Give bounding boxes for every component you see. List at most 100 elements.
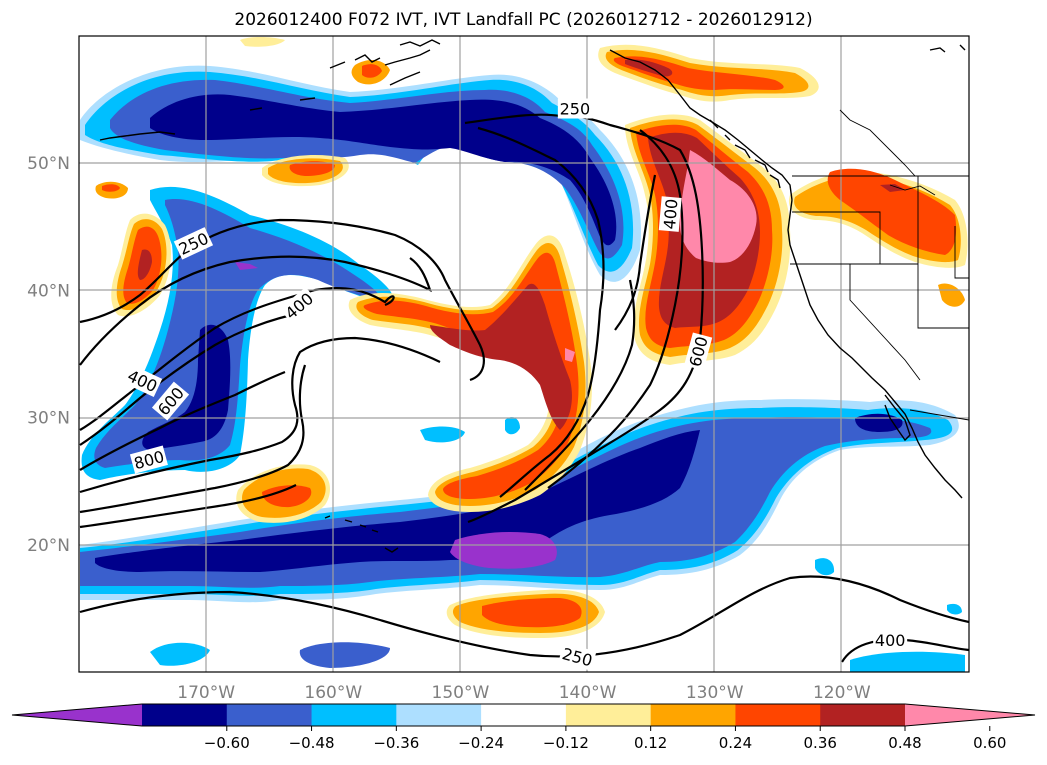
pos-top-small-blob-red	[362, 64, 382, 78]
pos-arc-dark	[430, 283, 572, 430]
contour-label-halo	[557, 98, 592, 119]
coastlines	[99, 39, 966, 553]
colorbar-tick-label: 0.24	[719, 734, 752, 752]
colorbar-segment	[396, 704, 482, 726]
colorbar-segment	[650, 704, 736, 726]
neg-small-blob-6	[815, 558, 835, 576]
pos-sw-blob-red	[262, 485, 312, 508]
contour-label-halo	[122, 364, 163, 397]
neg-small-blob-1	[420, 426, 465, 443]
neg-band-north-core	[150, 94, 617, 246]
map-title: 2026012400 F072 IVT, IVT Landfall PC (20…	[234, 10, 813, 30]
contour-label-text: 400	[875, 631, 906, 650]
pos-top-tiny-blob	[240, 37, 285, 47]
colorbar-segment	[820, 704, 906, 726]
contour-inner-w3	[79, 484, 297, 529]
coast-baja	[884, 394, 911, 442]
colorbar-outline	[11, 703, 1036, 727]
lon-tick-label: 160°W	[304, 683, 362, 703]
colorbar-segment	[142, 704, 228, 726]
longitude-tick-labels: 170°W 160°W 150°W 140°W 130°W 120°W	[177, 683, 871, 703]
pos-south-blob-red	[482, 598, 582, 628]
neg-band-south-core	[95, 430, 700, 572]
contour-600-ar	[547, 129, 684, 489]
neg-small-blob-2	[505, 417, 520, 435]
border-us-mx	[909, 409, 969, 421]
lon-tick-label: 150°W	[432, 683, 490, 703]
pos-east-interior-red	[827, 168, 957, 255]
colorbar-segment	[735, 704, 821, 726]
neg-small-blob-4	[299, 642, 390, 668]
contour-label-halo	[873, 630, 908, 651]
coast-bc-islands	[709, 119, 781, 189]
coast-alaska-south	[354, 39, 441, 63]
contour-600-east	[614, 174, 657, 331]
colorbar-tick-label: 0.12	[634, 734, 667, 752]
contour-label: 400	[873, 630, 908, 651]
pos-west-blob-dark	[137, 249, 152, 280]
neg-band-south-purple	[450, 532, 557, 569]
contour-label: 400	[279, 287, 319, 325]
border-id-nv	[917, 176, 969, 329]
border-wa-or	[792, 211, 881, 264]
pos-east-interior-dark	[880, 184, 905, 192]
contour-label-halo	[151, 381, 190, 421]
lat-tick-label: 40°N	[27, 281, 70, 301]
border-north	[889, 184, 936, 196]
border-bc-ab	[839, 109, 916, 177]
pos-west-small-blob-red	[102, 184, 120, 192]
contour-inner-w2	[79, 364, 307, 514]
contour-label-halo	[173, 227, 214, 260]
coast-hawaii	[324, 515, 399, 553]
contour-600-west	[79, 310, 306, 446]
lon-tick-label: 120°W	[813, 683, 871, 703]
contour-label-halo	[558, 642, 597, 671]
pos-nw-coast-dark	[625, 59, 673, 77]
contour-400-north	[477, 126, 605, 498]
colorbar-tick-label: −0.48	[289, 734, 335, 752]
neg-swirl-west-core	[142, 324, 231, 450]
colorbar: −0.60 −0.48 −0.36 −0.24 −0.12 0.12 0.24 0.36 0.4…	[11, 703, 1036, 752]
coast-aleutians	[99, 49, 431, 141]
colorbar-segment	[226, 704, 313, 726]
colorbar-tick-label: 0.60	[973, 734, 1006, 752]
contour-250-west	[79, 218, 485, 382]
colorbar-segment	[481, 704, 567, 726]
contour-label: 400	[658, 196, 682, 232]
border-east	[954, 226, 969, 279]
contour-label-halo	[684, 332, 713, 371]
colorbar-extend-high	[905, 704, 1035, 726]
lat-tick-label: 20°N	[27, 536, 70, 556]
neg-small-blob-3	[150, 642, 210, 666]
colorbar-tick-label: −0.12	[543, 734, 589, 752]
lon-tick-label: 170°W	[177, 683, 235, 703]
latitude-tick-labels: 20°N 30°N 40°N 50°N	[27, 154, 70, 556]
border-nv-ca	[849, 264, 921, 381]
contour-inner-e1	[524, 279, 636, 491]
colorbar-segment	[565, 704, 652, 726]
contour-label: 250	[557, 98, 592, 119]
coast-ne-marks	[929, 44, 966, 53]
pos-ar-plume-pink	[680, 150, 757, 263]
contour-800-west	[79, 370, 286, 471]
pos-east-small-blob	[938, 283, 965, 307]
contour-label-halo	[279, 287, 319, 325]
contour-label-text: 400	[660, 198, 682, 230]
colorbar-tick-label: 0.48	[888, 734, 921, 752]
lat-tick-label: 30°N	[27, 409, 70, 429]
lon-tick-label: 140°W	[559, 683, 617, 703]
colorbar-tick-label: −0.60	[204, 734, 250, 752]
colorbar-segment	[311, 704, 397, 726]
contour-label-halo	[129, 445, 168, 474]
colorbar-tick-label: −0.24	[458, 734, 504, 752]
colorbar-extend-low	[12, 704, 142, 726]
neg-small-blob-7	[947, 603, 962, 615]
ivt-field	[80, 37, 968, 672]
contour-inner-w1	[79, 336, 441, 494]
neg-swirl-west-purple	[235, 262, 258, 270]
pos-central-north-blob-red	[289, 161, 335, 176]
political-boundaries	[790, 109, 969, 421]
lat-tick-label: 50°N	[27, 154, 70, 174]
contour-label-halo	[658, 196, 682, 232]
